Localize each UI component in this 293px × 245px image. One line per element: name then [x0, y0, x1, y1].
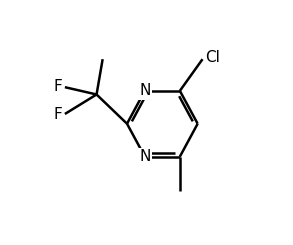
Text: F: F — [54, 107, 62, 122]
Text: Cl: Cl — [205, 50, 220, 65]
Text: N: N — [139, 83, 151, 98]
Text: N: N — [139, 149, 151, 164]
Text: F: F — [54, 79, 62, 94]
